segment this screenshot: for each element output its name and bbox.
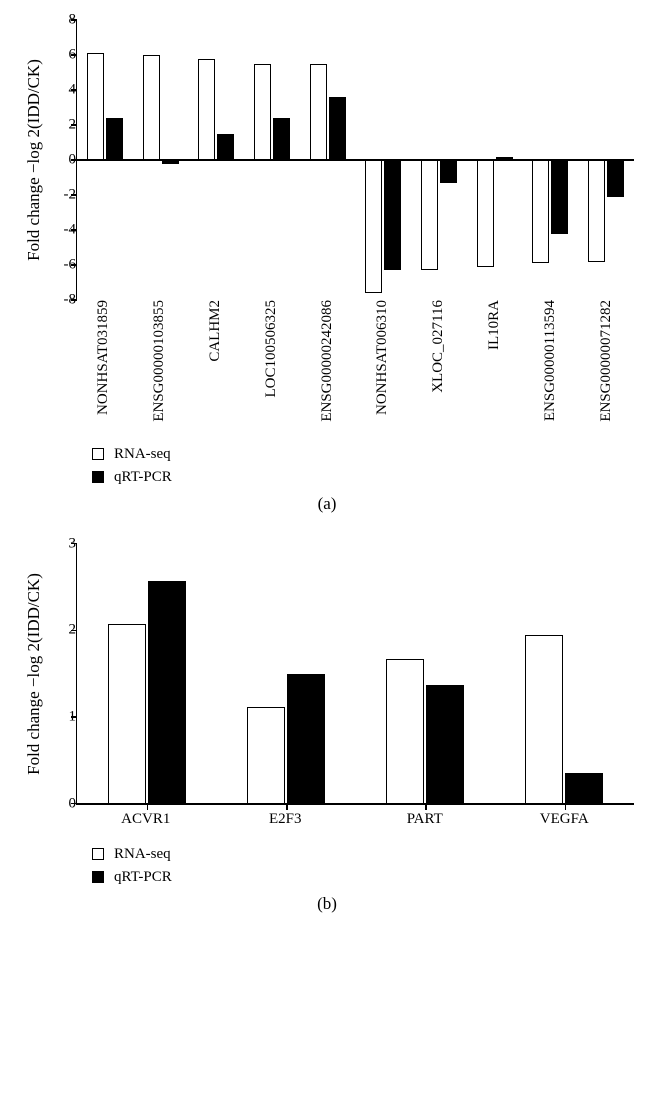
legend-b: RNA-seq qRT-PCR xyxy=(92,846,634,886)
plot-wrap-b: Fold change −log 2(IDD/CK) 3210 xyxy=(20,544,634,805)
bar xyxy=(525,544,563,804)
legend-item-rnaseq: RNA-seq xyxy=(92,446,634,463)
bar xyxy=(565,544,603,804)
legend-item-rnaseq-b: RNA-seq xyxy=(92,846,634,863)
bar-group xyxy=(216,544,355,804)
legend-label-rnaseq: RNA-seq xyxy=(114,446,171,463)
bar-group xyxy=(77,544,216,804)
bar-group xyxy=(356,544,495,804)
y-axis-label-b: Fold change −log 2(IDD/CK) xyxy=(24,573,44,775)
bar xyxy=(426,544,464,804)
bar-group xyxy=(495,544,634,804)
ylabel-wrap-a: Fold change −log 2(IDD/CK) xyxy=(20,20,48,300)
legend-swatch-qrtpcr-b xyxy=(92,871,104,883)
x-tick-label: ACVR1 xyxy=(121,805,170,828)
x-tick-label: XLOC_027116 xyxy=(430,300,447,399)
x-tick-label: ENSG00000071282 xyxy=(598,300,615,428)
figure-a: Fold change −log 2(IDD/CK) 86420-2-4-6-8… xyxy=(20,20,634,514)
x-labels-a: NONHSAT031859 ENSG00000103855 CALHM2 LOC100… xyxy=(76,300,634,428)
plot-wrap-a: Fold change −log 2(IDD/CK) 86420-2-4-6-8 xyxy=(20,20,634,300)
legend-item-qrtpcr-b: qRT-PCR xyxy=(92,869,634,886)
x-tick-label: ENSG00000242086 xyxy=(319,300,336,428)
legend-a: RNA-seq qRT-PCR xyxy=(92,446,634,486)
x-tick-label: CALHM2 xyxy=(207,300,224,368)
bar xyxy=(148,544,186,804)
x-tick-label: LOC100506325 xyxy=(263,300,280,404)
x-tick-label: IL10RA xyxy=(486,300,503,356)
legend-item-qrtpcr: qRT-PCR xyxy=(92,469,634,486)
legend-label-qrtpcr-b: qRT-PCR xyxy=(114,869,172,886)
bar xyxy=(287,544,325,804)
subcaption-b: (b) xyxy=(20,894,634,914)
x-tick-label: NONHSAT031859 xyxy=(95,300,112,421)
x-tick-label: NONHSAT006310 xyxy=(374,300,391,421)
legend-label-rnaseq-b: RNA-seq xyxy=(114,846,171,863)
legend-label-qrtpcr: qRT-PCR xyxy=(114,469,172,486)
bars-b xyxy=(77,544,634,804)
y-ticks-b: 3210 xyxy=(48,544,76,804)
bar xyxy=(247,544,285,804)
y-axis-label-a: Fold change −log 2(IDD/CK) xyxy=(24,59,44,261)
x-tick-label: ENSG00000103855 xyxy=(151,300,168,428)
figure-b: Fold change −log 2(IDD/CK) 3210 ACVR1E2F… xyxy=(20,544,634,914)
legend-swatch-rnaseq-b xyxy=(92,848,104,860)
bar xyxy=(108,544,146,804)
bar xyxy=(386,544,424,804)
x-tick-label: ENSG00000113594 xyxy=(542,300,559,427)
legend-swatch-qrtpcr xyxy=(92,471,104,483)
ylabel-wrap-b: Fold change −log 2(IDD/CK) xyxy=(20,544,48,805)
plot-area-b xyxy=(76,544,634,805)
legend-swatch-rnaseq xyxy=(92,448,104,460)
x-labels-b: ACVR1E2F3PARTVEGFA xyxy=(76,805,634,828)
plot-area-a xyxy=(76,20,634,300)
subcaption-a: (a) xyxy=(20,494,634,514)
